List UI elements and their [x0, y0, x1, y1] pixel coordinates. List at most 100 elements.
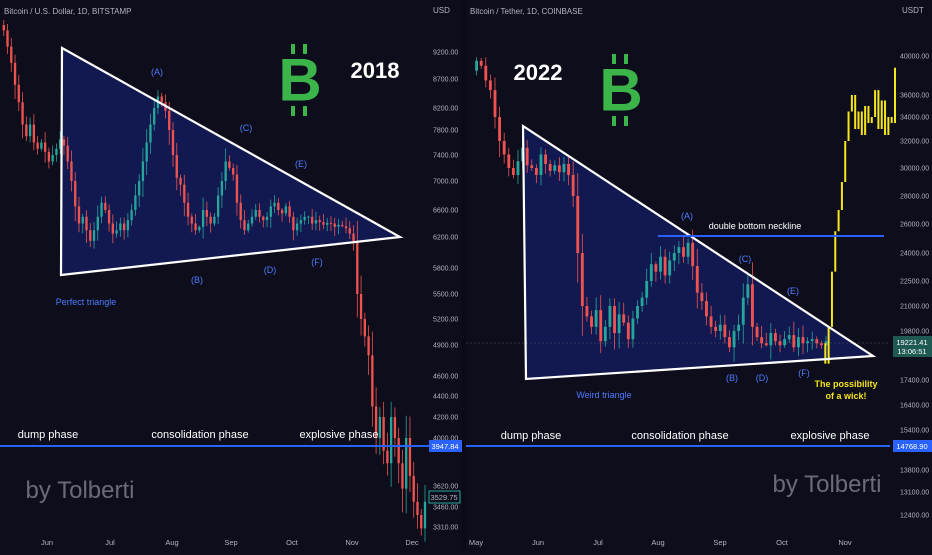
candle-body [205, 210, 209, 217]
candle-body [66, 145, 69, 162]
candle-body [764, 343, 768, 346]
candle-body [280, 210, 284, 214]
candle-body [479, 60, 483, 66]
candle-body [96, 216, 99, 231]
candle-body [507, 154, 511, 168]
candle-body [262, 216, 265, 221]
candle-body [668, 260, 672, 276]
wave-label-e: (E) [787, 286, 799, 296]
candle-body [475, 60, 479, 71]
currency-label: USDT [902, 6, 924, 15]
y-tick-label: 3310.00 [433, 525, 458, 532]
x-axis: Jun Jul Aug Sep Oct Nov Dec [41, 538, 419, 547]
candle-body [622, 314, 626, 323]
x-tick-label: Oct [286, 538, 299, 547]
candle-body [741, 297, 745, 325]
candle-body [576, 196, 580, 253]
candle-body [326, 222, 329, 225]
candle-body [787, 335, 791, 340]
candle-body [534, 168, 538, 175]
y-tick-label: 4900.00 [433, 343, 458, 350]
x-tick-label: Dec [405, 538, 419, 547]
candle-body [502, 141, 506, 155]
candle-body [516, 161, 520, 175]
projection-candle [827, 326, 830, 364]
candle-body [10, 46, 13, 63]
candle-body [732, 331, 736, 348]
y-tick-label: 4400.00 [433, 394, 458, 401]
candle-body [59, 139, 62, 149]
candle-body [348, 228, 351, 234]
wick-note-line2: of a wick! [825, 391, 866, 401]
x-tick-label: Aug [651, 538, 664, 547]
y-tick-label: 9200.00 [433, 50, 458, 57]
candle-body [594, 310, 598, 327]
wave-label-f: (F) [311, 257, 323, 267]
year-label: 2018 [351, 58, 400, 83]
phase-label-consolidation: consolidation phase [631, 430, 728, 442]
y-tick-label: 15400.00 [900, 428, 929, 435]
svg-text:B: B [278, 47, 321, 114]
y-tick-label: 5500.00 [433, 292, 458, 299]
candle-body [183, 184, 186, 203]
projection-candle [870, 117, 873, 123]
candle-body [292, 216, 295, 231]
candle-body [126, 220, 130, 231]
projection-candle [857, 111, 860, 129]
candle-body [239, 202, 242, 221]
wave-label-d: (D) [264, 265, 277, 275]
candle-body [198, 226, 201, 231]
price-tag-text: 14768.90 [896, 442, 927, 451]
candle-body [686, 242, 690, 257]
candle-body [401, 463, 404, 489]
currency-label: USD [433, 6, 450, 15]
y-tick-label: 28000.00 [900, 194, 929, 201]
candle-body [254, 210, 257, 217]
y-tick-label: 8200.00 [433, 106, 458, 113]
triangle-outline [521, 123, 877, 381]
candle-body [796, 337, 800, 348]
candle-body [493, 90, 497, 117]
y-tick-label: 26000.00 [900, 222, 929, 229]
candle-body [55, 148, 58, 155]
y-tick-label: 17400.00 [900, 378, 929, 385]
candle-body [100, 202, 103, 217]
candle-body [530, 165, 534, 168]
candle-body [186, 202, 190, 217]
symbol-label: Bitcoin / U.S. Dollar, 1D, BITSTAMP [4, 7, 131, 16]
candle-body [224, 161, 227, 181]
projection-candle [867, 106, 870, 123]
projection-candle [877, 90, 880, 129]
candle-body [590, 316, 593, 327]
candle-body [209, 216, 212, 224]
y-tick-label: 4200.00 [433, 415, 458, 422]
projection-candle [890, 117, 893, 123]
candle-body [318, 220, 321, 223]
candle-body [815, 339, 819, 344]
y-tick-label: 24000.00 [900, 251, 929, 258]
last-price-tag [428, 490, 461, 504]
y-tick-label: 4600.00 [433, 374, 458, 381]
y-tick-label: 13100.00 [900, 490, 929, 497]
candle-body [145, 142, 148, 162]
candle-body [599, 310, 603, 342]
candles [2, 19, 427, 542]
candle-body [201, 210, 205, 227]
candle-body [137, 181, 141, 196]
x-axis: May Jun Jul Aug Sep Oct Nov [469, 538, 852, 547]
candle-body [774, 333, 777, 342]
price-tag [429, 440, 462, 452]
candle-body [613, 306, 616, 334]
candle-body [378, 417, 382, 438]
wave-label-b: (B) [191, 275, 203, 285]
y-tick-label: 7800.00 [433, 128, 458, 135]
candle-body [728, 337, 731, 348]
projection-candle [884, 100, 887, 135]
candle-body [269, 206, 272, 217]
candle-body [6, 30, 9, 47]
y-tick-label: 6200.00 [433, 235, 458, 242]
candle-body [243, 220, 246, 231]
candle-body [28, 124, 32, 137]
countdown-text: 13:06:51 [897, 347, 926, 356]
candle-body [153, 108, 156, 125]
